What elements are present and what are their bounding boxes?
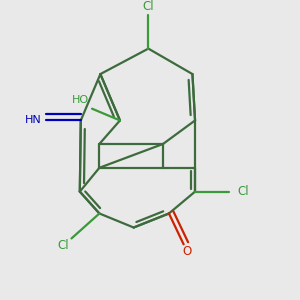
Text: HO: HO (72, 95, 89, 105)
Text: Cl: Cl (237, 185, 249, 198)
Text: O: O (182, 245, 191, 258)
Text: Cl: Cl (57, 239, 68, 252)
Text: HN: HN (25, 116, 42, 125)
Text: Cl: Cl (142, 0, 154, 13)
